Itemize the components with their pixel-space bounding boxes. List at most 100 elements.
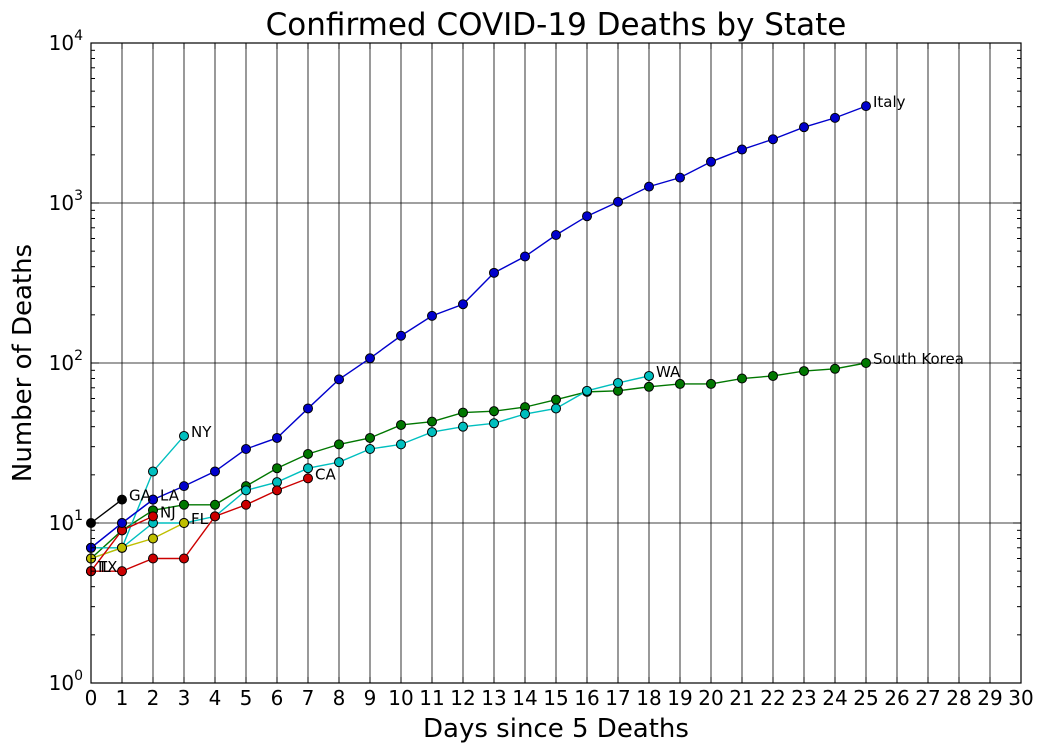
x-tick-label: 12	[450, 686, 475, 710]
data-point	[365, 353, 375, 364]
series-line-italy	[90, 105, 867, 549]
data-point	[799, 122, 809, 133]
data-point	[179, 430, 189, 441]
x-tick-label: 2	[147, 686, 160, 710]
x-tick-label: 13	[481, 686, 506, 710]
data-point	[489, 267, 499, 278]
x-tick-label: 14	[512, 686, 537, 710]
annotation-ga: GA	[129, 487, 152, 505]
annotation-nj: NJ	[160, 503, 176, 521]
data-point	[148, 533, 158, 544]
data-point	[644, 181, 654, 192]
data-point	[210, 466, 220, 477]
data-point	[551, 394, 561, 405]
data-point	[706, 156, 716, 167]
data-point	[148, 553, 158, 564]
data-point	[365, 444, 375, 455]
series-line-south-korea	[90, 362, 867, 560]
annotation-fl: FL	[191, 510, 209, 528]
data-point	[551, 229, 561, 240]
data-point	[148, 494, 158, 505]
plot-frame	[90, 42, 1022, 684]
data-point	[861, 101, 871, 112]
data-point	[241, 485, 251, 496]
data-point	[706, 378, 716, 389]
chart-title: Confirmed COVID-19 Deaths by State	[266, 7, 847, 43]
data-point	[334, 439, 344, 450]
data-point	[830, 112, 840, 123]
x-tick-label: 15	[543, 686, 568, 710]
data-point	[179, 518, 189, 528]
x-tick-label: 22	[760, 686, 785, 710]
x-tick-labels: 0 1 2 3 4 5 6 7 8 9 10 11 12 13 14 15 16 17 18 19 20 21 22 23 24…	[85, 686, 1034, 710]
x-tick-label: 25	[853, 686, 878, 710]
data-point	[396, 419, 406, 430]
data-point	[427, 310, 437, 321]
data-point	[861, 358, 871, 368]
data-point	[520, 251, 530, 262]
data-point	[117, 566, 127, 577]
series-italy	[86, 101, 871, 553]
data-point	[210, 499, 220, 510]
annotation-ca: CA	[315, 465, 336, 483]
data-point	[644, 381, 654, 392]
data-point	[210, 511, 220, 522]
data-point	[241, 444, 251, 455]
series-fl	[86, 518, 189, 564]
series-line-ga	[90, 499, 123, 524]
data-point	[799, 366, 809, 377]
x-tick-label: 10	[388, 686, 413, 710]
data-point	[117, 518, 127, 528]
data-point	[396, 439, 406, 450]
y-tick-label: 104	[49, 28, 83, 55]
data-point	[427, 416, 437, 427]
series-line-ca	[91, 477, 309, 572]
annotation-la: LA	[160, 487, 180, 505]
data-point	[489, 418, 499, 429]
x-tick-label: 7	[302, 686, 315, 710]
data-point	[427, 427, 437, 438]
series-layer	[86, 101, 871, 577]
y-tick-label: 103	[49, 188, 83, 215]
data-point	[458, 299, 468, 310]
data-point	[458, 407, 468, 418]
data-point	[272, 432, 282, 443]
x-axis-label: Days since 5 Deaths	[423, 714, 689, 744]
data-point	[303, 463, 313, 474]
data-point	[272, 485, 282, 496]
data-point	[303, 473, 313, 484]
x-tick-label: 5	[240, 686, 253, 710]
data-point	[582, 211, 592, 222]
series-line-fl	[90, 522, 185, 560]
data-point	[396, 330, 406, 341]
data-point	[675, 172, 685, 183]
x-tick-label: 26	[884, 686, 909, 710]
x-tick-label: 17	[605, 686, 630, 710]
annotation-il: IL	[98, 558, 111, 576]
y-axis-label: Number of Deaths	[8, 244, 38, 482]
annotation-wa: WA	[656, 363, 681, 381]
x-tick-label: 9	[364, 686, 377, 710]
x-tick-label: 27	[915, 686, 940, 710]
data-point	[334, 457, 344, 468]
data-point	[768, 134, 778, 145]
data-point	[117, 494, 127, 505]
data-point	[644, 370, 654, 381]
x-tick-label: 0	[85, 686, 98, 710]
x-tick-label: 24	[822, 686, 847, 710]
annotation-ny: NY	[191, 423, 212, 441]
x-tick-label: 3	[178, 686, 191, 710]
x-tick-label: 11	[419, 686, 444, 710]
x-tick-label: 30	[1008, 686, 1033, 710]
x-tick-label: 19	[667, 686, 692, 710]
data-point	[117, 542, 127, 553]
data-point	[489, 406, 499, 417]
data-point	[303, 403, 313, 414]
series-ca	[86, 473, 313, 577]
data-point	[179, 553, 189, 564]
x-tick-label: 6	[271, 686, 284, 710]
data-point	[737, 144, 747, 155]
x-tick-label: 18	[636, 686, 661, 710]
x-tick-label: 21	[729, 686, 754, 710]
